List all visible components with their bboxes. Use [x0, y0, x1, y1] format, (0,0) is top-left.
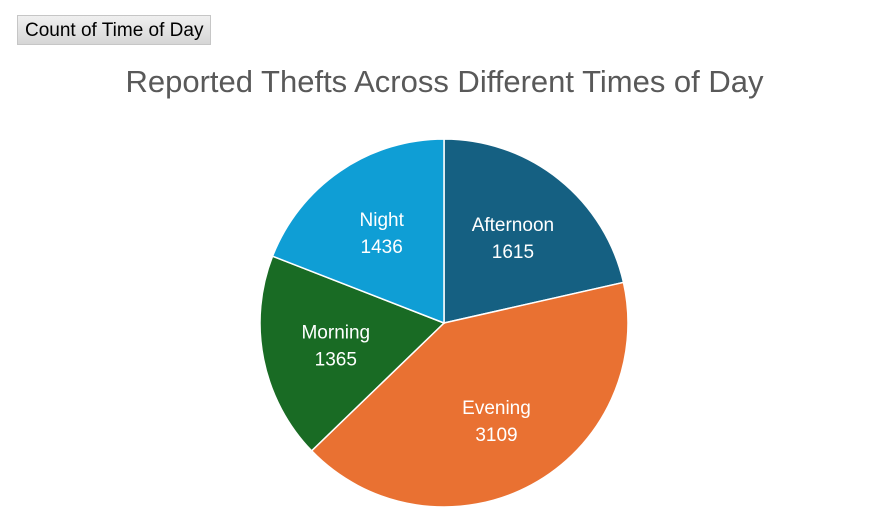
slice-value-label-afternoon: 1615	[492, 242, 534, 263]
pie-slices	[259, 138, 629, 508]
pie-slice-morning[interactable]	[259, 255, 446, 452]
slice-value-label-night: 1436	[361, 237, 403, 258]
slice-category-label-night: Night	[360, 210, 405, 231]
slice-category-label-evening: Evening	[462, 398, 531, 419]
pie-slice-night[interactable]	[271, 138, 445, 325]
slice-category-label-morning: Morning	[301, 323, 370, 344]
chart-title: Reported Thefts Across Different Times o…	[125, 64, 764, 99]
pie-labels: Afternoon 1615 Evening 3109 Morning 1365 Night…	[301, 210, 554, 446]
pie-slice-afternoon[interactable]	[443, 138, 625, 324]
slice-value-label-morning: 1365	[315, 350, 357, 371]
pie-slice-evening[interactable]	[310, 281, 629, 508]
pivot-field-button[interactable]: Count of Time of Day	[17, 15, 212, 45]
slice-value-label-evening: 3109	[475, 425, 517, 446]
slice-category-label-afternoon: Afternoon	[472, 215, 554, 236]
